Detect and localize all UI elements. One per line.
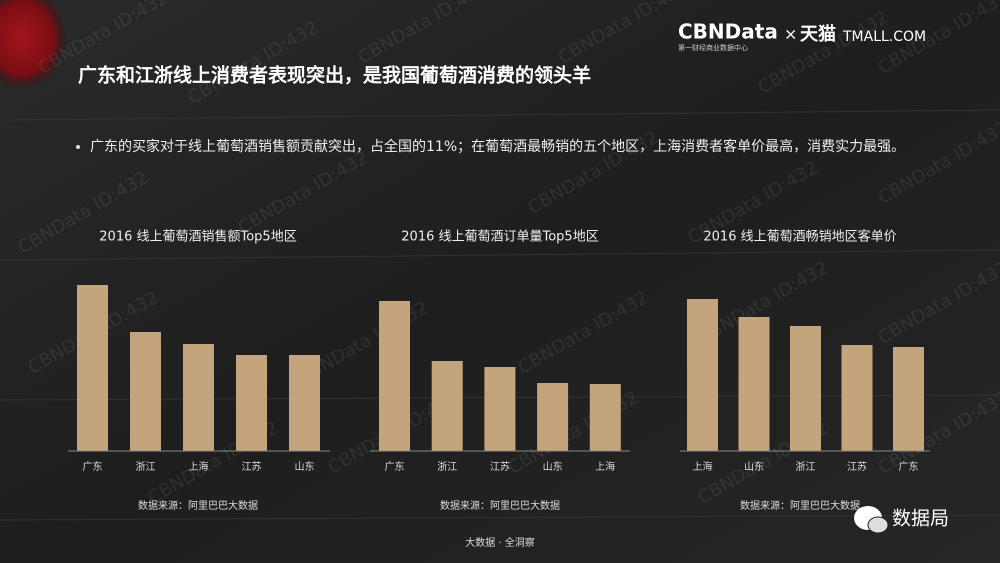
x-tick-label: 上海 [189, 460, 209, 473]
source: 数据来源：阿里巴巴大数据 [440, 499, 560, 512]
partner-en: TMALL.COM [842, 29, 926, 45]
x-tick-label: 山东 [543, 460, 563, 473]
x-tick-label: 浙江 [437, 461, 457, 473]
bullet-text: 广东的买家对于线上葡萄酒销售额贡献突出，占全国的11%；在葡萄酒最畅销的五个地区… [90, 139, 906, 155]
x-tick-label: 江苏 [242, 460, 262, 473]
source: 数据来源：阿里巴巴大数据 [740, 499, 860, 512]
times: × [784, 25, 797, 44]
chart-title: 2016 线上葡萄酒订单量Top5地区 [401, 230, 598, 245]
bar [893, 347, 924, 451]
bar [484, 367, 516, 451]
x-tick-label: 上海 [595, 460, 615, 473]
bar [130, 332, 161, 451]
bar [589, 384, 621, 451]
bar [236, 355, 267, 451]
bar [183, 344, 214, 451]
bar [537, 383, 569, 451]
footer: 大数据 · 全洞察 [465, 536, 535, 549]
x-tick-label: 浙江 [796, 461, 816, 473]
slide-title: 广东和江浙线上消费者表现突出，是我国葡萄酒消费的领头羊 [78, 64, 591, 87]
bar [841, 345, 873, 451]
badge: 数据局 [892, 508, 949, 530]
x-tick-label: 山东 [295, 460, 315, 473]
brand: CBNData [678, 20, 778, 44]
x-tick-label: 浙江 [136, 461, 156, 473]
bullet-box: 广东的买家对于线上葡萄酒销售额贡献突出，占全国的11%；在葡萄酒最畅销的五个地区… [90, 139, 906, 155]
wine-splash [0, 0, 67, 90]
x-tick-label: 江苏 [490, 460, 510, 473]
bar [687, 299, 718, 451]
partner: 天猫 [800, 23, 836, 45]
bar [738, 317, 770, 451]
chart-title: 2016 线上葡萄酒销售额Top5地区 [99, 229, 296, 245]
source: 数据来源：阿里巴巴大数据 [138, 499, 258, 512]
bar [379, 301, 410, 451]
bar [431, 361, 463, 451]
x-tick-label: 广东 [899, 460, 919, 473]
x-tick-label: 广东 [83, 460, 103, 473]
bar [77, 285, 108, 451]
bar [289, 355, 320, 451]
chart-title: 2016 线上葡萄酒畅销地区客单价 [703, 229, 896, 245]
bar [790, 326, 821, 451]
x-tick-label: 广东 [385, 460, 405, 473]
x-tick-label: 上海 [693, 460, 713, 473]
x-tick-label: 山东 [744, 460, 764, 473]
x-tick-label: 江苏 [847, 460, 867, 473]
brand-sub: 第一财经商业数据中心 [678, 43, 748, 52]
wechat-icon-2 [867, 516, 889, 534]
bullet-dot [76, 145, 80, 149]
